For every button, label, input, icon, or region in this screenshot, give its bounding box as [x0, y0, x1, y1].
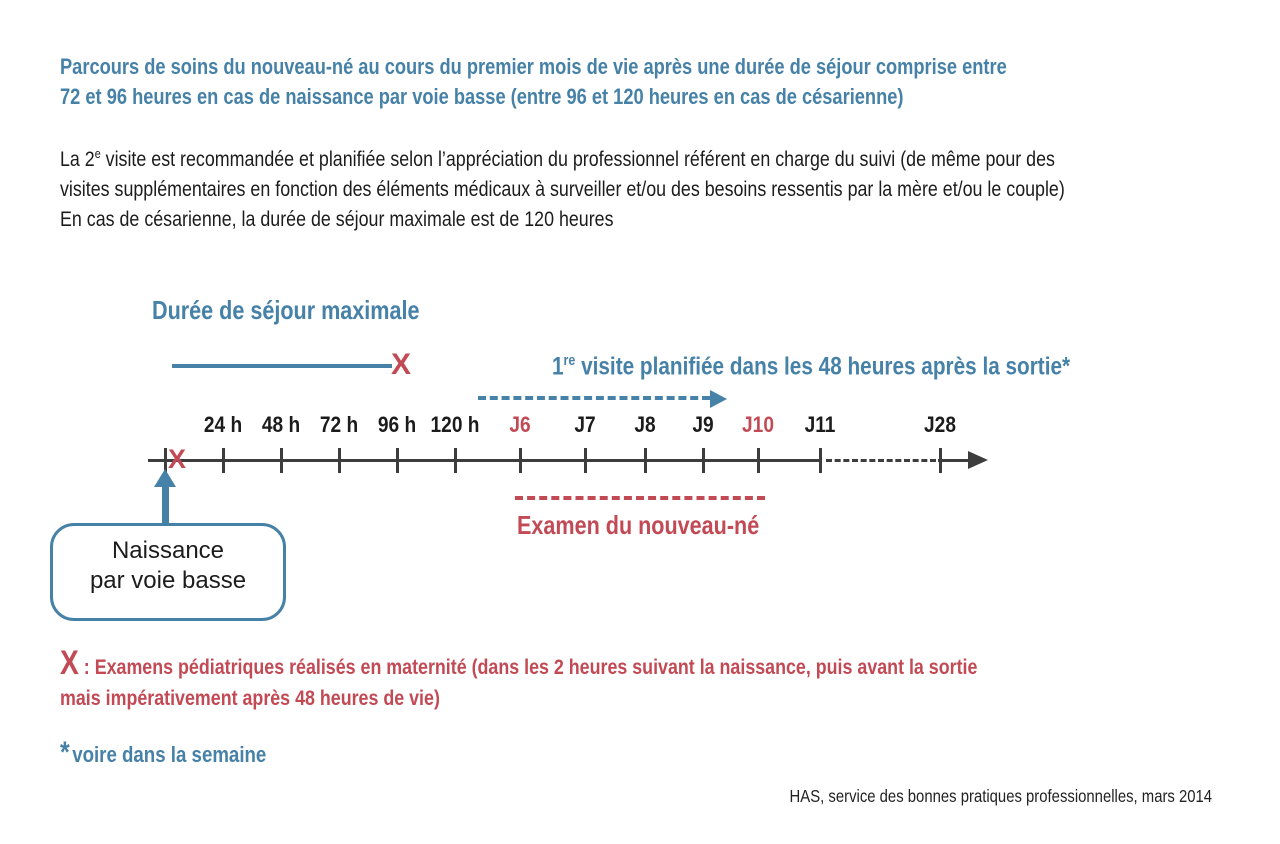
birth-label-box: Naissance par voie basse: [50, 523, 286, 621]
timeline-tick-label: 48 h: [261, 412, 301, 437]
intro-line2: visites supplémentaires en fonction des …: [60, 177, 1065, 202]
timeline-tick-label: 72 h: [319, 412, 359, 437]
timeline-tick-label: J28: [924, 412, 956, 437]
intro-line3: En cas de césarienne, la durée de séjour…: [60, 207, 614, 232]
timeline-axis-dashed-segment: [826, 459, 936, 462]
timeline-tick-label: J11: [804, 412, 836, 437]
first-visit-superscript: re: [563, 352, 576, 369]
timeline-arrowhead-icon: [968, 451, 988, 469]
first-visit-dashed-arrow: [478, 396, 710, 400]
birth-label-line1: Naissance: [111, 537, 225, 564]
page-title: Parcours de soins du nouveau-né au cours…: [60, 52, 1007, 112]
first-visit-number: 1: [552, 352, 564, 381]
exam-x-marker-discharge: X: [391, 348, 412, 381]
timeline-tick-label: 24 h: [203, 412, 243, 437]
intro-paragraph: La 2e visite est recommandée et planifié…: [60, 139, 1065, 234]
newborn-exam-range-line: [515, 496, 765, 500]
source-citation: HAS, service des bonnes pratiques profes…: [789, 786, 1212, 806]
asterisk-marker: *: [60, 736, 70, 769]
birth-arrow: [162, 486, 169, 525]
intro-line1-text: visite est recommandée et planifiée selo…: [100, 147, 1055, 172]
first-visit-label: 1re visite planifiée dans les 48 heures …: [552, 352, 1070, 381]
timeline-tick-label: 96 h: [377, 412, 417, 437]
first-visit-text: visite planifiée dans les 48 heures aprè…: [575, 352, 1071, 381]
page-title-line2: 72 et 96 heures en cas de naissance par …: [60, 84, 904, 109]
intro-line1-prefix: La 2: [60, 147, 95, 172]
page-title-line1: Parcours de soins du nouveau-né au cours…: [60, 54, 1007, 79]
intro-line1-superscript: e: [94, 146, 101, 161]
birth-label-line2: par voie basse: [89, 567, 247, 594]
timeline-tick-label: J7: [574, 412, 596, 437]
x-legend-line2: mais impérativement après 48 heures de v…: [60, 686, 440, 710]
asterisk-text: voire dans la semaine: [72, 742, 267, 767]
timeline-axis-end-segment: [938, 459, 970, 462]
timeline-tick-label: J6: [509, 412, 531, 437]
birth-arrowhead-icon: [154, 469, 176, 487]
x-legend-marker: X: [60, 644, 79, 682]
timeline-tick-label: 120 h: [430, 412, 480, 437]
exam-x-marker-birth: X: [168, 444, 187, 474]
x-legend: X : Examens pédiatriques réalisés en mat…: [60, 646, 978, 714]
timeline-tick-label: J10: [742, 412, 774, 437]
timeline-axis: [148, 459, 822, 462]
x-legend-line1: : Examens pédiatriques réalisés en mater…: [78, 655, 978, 679]
max-stay-line: [172, 364, 392, 368]
max-stay-label: Durée de séjour maximale: [152, 295, 420, 325]
newborn-exam-label: Examen du nouveau-né: [517, 510, 760, 540]
first-visit-arrowhead-icon: [710, 390, 727, 408]
timeline-tick-label: J8: [634, 412, 656, 437]
asterisk-footnote: * voire dans la semaine: [60, 736, 266, 770]
timeline-tick-label: J9: [692, 412, 714, 437]
